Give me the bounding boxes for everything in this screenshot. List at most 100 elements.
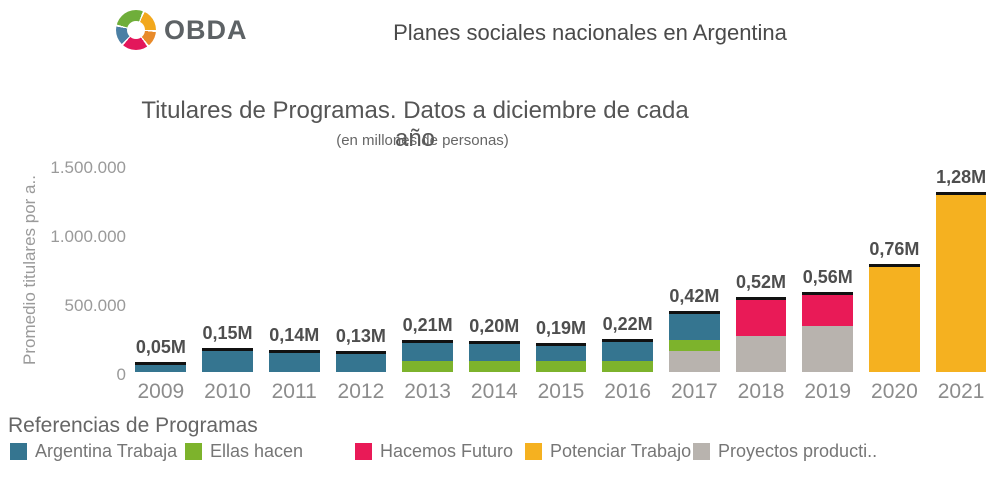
legend-item-label: Hacemos Futuro (380, 441, 514, 461)
bar-total-label: 0,22M (602, 313, 653, 334)
bar-segment-potenciar-trabajo[interactable] (869, 267, 920, 372)
x-axis-label: 2013 (404, 380, 451, 403)
bar-group-2018: 0,52M 2018 (732, 272, 790, 404)
bar-segment-ellas-hacen[interactable] (402, 360, 453, 372)
legend-item-ellas-hacen[interactable]: Ellas hacen (185, 441, 303, 462)
x-axis-label: 2014 (470, 380, 518, 403)
bar-group-2011: 0,14M 2011 (265, 325, 323, 404)
y-tick-label: 500.000 (64, 296, 126, 315)
chart-subtitle: (en millones de personas) (336, 132, 509, 149)
bar-group-2013: 0,21M 2013 (399, 315, 457, 404)
x-axis-label: 2019 (804, 380, 852, 403)
y-axis-title: Promedio titulares por a.. (20, 175, 39, 365)
bar-total-cap (869, 264, 920, 268)
x-axis-label: 2017 (670, 380, 718, 403)
x-axis-label: 2009 (137, 380, 185, 403)
bar-segment-ellas-hacen[interactable] (668, 340, 720, 352)
bar-segment-ellas-hacen[interactable] (602, 360, 654, 372)
y-tick-label: 0 (116, 365, 126, 384)
bar-total-label: 0,15M (202, 323, 253, 344)
legend-swatch-icon (355, 443, 372, 460)
bar-total-cap (268, 349, 320, 353)
legend-title: Referencias de Programas (8, 414, 258, 437)
bar-group-2015: 0,19M 2015 (532, 318, 590, 404)
bar-segment-ellas-hacen[interactable] (535, 360, 587, 372)
bar-total-cap (602, 338, 654, 342)
x-axis-label: 2010 (204, 380, 251, 403)
bar-segment-proyectos-productivos[interactable] (735, 336, 787, 372)
bar-total-label: 0,56M (802, 266, 853, 287)
bar-segment-hacemos-futuro[interactable] (802, 294, 854, 327)
bar-total-cap (535, 342, 587, 346)
bar-total-label: 0,05M (135, 337, 186, 358)
bar-group-2010: 0,15M 2010 (199, 323, 257, 404)
bar-total-cap (202, 348, 253, 352)
x-axis-label: 2011 (271, 380, 317, 403)
bar-group-2017: 0,42M 2017 (666, 286, 724, 404)
y-tick-label: 1.500.000 (50, 158, 126, 177)
x-axis-label: 2016 (604, 380, 652, 403)
legend-swatch-icon (693, 443, 710, 460)
bar-group-2020: 0,76M 2020 (866, 239, 924, 404)
bar-total-label: 0,14M (269, 324, 320, 345)
bar-group-2021: 1,28M 2021 (932, 167, 990, 404)
x-axis-label: 2012 (337, 380, 385, 403)
bar-total-label: 0,19M (535, 317, 586, 338)
bar-total-cap (335, 351, 387, 355)
bar-segment-argentina-trabaja[interactable] (602, 341, 654, 361)
x-axis-label: 2015 (537, 380, 585, 403)
bar-total-cap (935, 192, 987, 196)
obda-logo: OBDA (116, 10, 248, 50)
bar-segment-argentina-trabaja[interactable] (268, 352, 320, 372)
x-axis-label: 2018 (737, 380, 785, 403)
bar-segment-ellas-hacen[interactable] (468, 360, 520, 372)
bar-segment-proyectos-productivos[interactable] (668, 351, 720, 372)
bar-total-label: 0,52M (736, 272, 787, 293)
bar-segment-argentina-trabaja[interactable] (135, 365, 187, 372)
bar-group-2014: 0,20M 2014 (465, 316, 523, 404)
bar-group-2009: 0,05M 2009 (132, 337, 190, 404)
bar-segment-argentina-trabaja[interactable] (335, 354, 387, 372)
bar-total-label: 0,42M (669, 286, 720, 307)
bar-group-2012: 0,13M 2012 (332, 326, 390, 404)
legend-swatch-icon (185, 443, 202, 460)
chart-title: Titulares de Programas. Datos a diciembr… (141, 97, 689, 152)
bar-segment-argentina-trabaja[interactable] (202, 351, 253, 372)
bar-total-cap (735, 297, 787, 301)
bar-total-cap (135, 362, 187, 366)
bar-segment-argentina-trabaja[interactable] (535, 345, 587, 361)
legend-item-potenciar-trabajo[interactable]: Potenciar Trabajo (525, 441, 691, 462)
bar-segment-proyectos-productivos[interactable] (802, 326, 854, 372)
legend-item-label: Ellas hacen (210, 441, 304, 461)
bar-segment-hacemos-futuro[interactable] (735, 300, 787, 337)
legend-item-proyectos-producti-[interactable]: Proyectos producti.. (693, 441, 877, 462)
bar-total-cap (802, 291, 854, 295)
x-axis-label: 2020 (871, 380, 918, 403)
legend-item-hacemos-futuro[interactable]: Hacemos Futuro (355, 441, 513, 462)
bar-total-label: 0,20M (469, 316, 520, 337)
bar-total-label: 0,76M (869, 239, 920, 260)
bar-group-2019: 0,56M 2019 (799, 267, 857, 404)
bar-segment-potenciar-trabajo[interactable] (935, 195, 987, 372)
legend-item-label: Argentina Trabaja (35, 441, 178, 461)
obda-logo-text: OBDA (164, 14, 248, 45)
x-axis-label: 2021 (937, 380, 985, 403)
bar-total-label: 0,13M (335, 326, 386, 347)
bar-total-cap (668, 311, 720, 315)
bar-segment-argentina-trabaja[interactable] (668, 314, 720, 341)
obda-logo-icon (116, 10, 156, 50)
legend-item-label: Potenciar Trabajo (550, 441, 692, 461)
bar-total-cap (402, 340, 453, 344)
bar-total-label: 1,28M (936, 167, 987, 188)
bar-total-cap (468, 341, 520, 345)
bar-segment-argentina-trabaja[interactable] (402, 343, 453, 361)
legend-item-label: Proyectos producti.. (718, 441, 878, 461)
legend-item-argentina-trabaja[interactable]: Argentina Trabaja (10, 441, 177, 462)
legend-swatch-icon (10, 443, 27, 460)
bar-group-2016: 0,22M 2016 (599, 314, 657, 404)
legend: Argentina Trabaja Ellas hacen Hacemos Futu… (0, 441, 1000, 463)
bar-segment-argentina-trabaja[interactable] (468, 344, 520, 361)
y-tick-label: 1.000.000 (50, 227, 126, 246)
bar-total-label: 0,21M (402, 315, 453, 336)
